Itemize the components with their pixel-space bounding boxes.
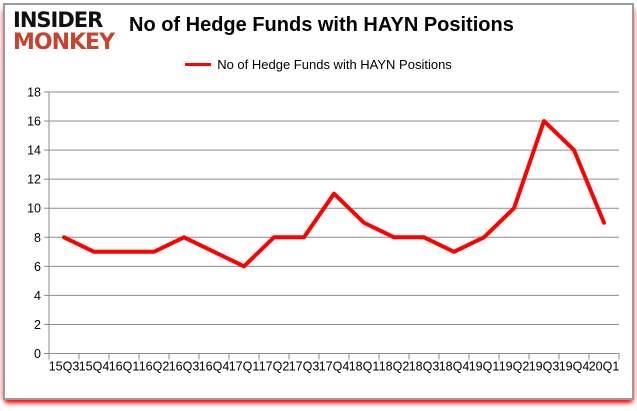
x-tick-label: 18Q4 — [439, 360, 470, 374]
logo-insider-text: INSIDER — [13, 8, 103, 32]
y-tick-label: 18 — [27, 86, 41, 100]
y-tick-label: 12 — [27, 173, 41, 187]
x-tick-label: 15Q4 — [79, 360, 110, 374]
legend-label: No of Hedge Funds with HAYN Positions — [217, 57, 452, 72]
x-tick-label: 16Q1 — [109, 360, 140, 374]
chart-card: INSIDER MONKEY No of Hedge Funds with HA… — [3, 3, 634, 400]
y-tick-label: 0 — [34, 347, 41, 361]
y-tick-label: 6 — [34, 260, 41, 274]
x-tick-label: 18Q1 — [349, 360, 380, 374]
legend: No of Hedge Funds with HAYN Positions — [5, 57, 632, 72]
legend-line-swatch — [185, 63, 212, 66]
x-tick-label: 17Q1 — [229, 360, 260, 374]
x-tick-label: 17Q2 — [259, 360, 290, 374]
y-tick-label: 8 — [34, 231, 41, 245]
y-tick-label: 2 — [34, 318, 41, 332]
x-tick-label: 19Q4 — [559, 360, 590, 374]
x-tick-label: 18Q3 — [409, 360, 440, 374]
y-tick-label: 16 — [27, 115, 41, 129]
x-tick-label: 16Q4 — [199, 360, 230, 374]
series-line — [62, 119, 606, 269]
x-tick-label: 17Q4 — [319, 360, 350, 374]
insider-monkey-logo: INSIDER MONKEY — [13, 8, 115, 55]
x-tick-label: 18Q2 — [379, 360, 410, 374]
x-tick-label: 17Q3 — [289, 360, 320, 374]
x-tick-label: 16Q3 — [169, 360, 200, 374]
y-tick-label: 10 — [27, 202, 41, 216]
x-tick-label: 20Q1 — [589, 360, 620, 374]
x-tick-label: 19Q1 — [469, 360, 500, 374]
x-tick-label: 15Q3 — [49, 360, 80, 374]
chart-title: No of Hedge Funds with HAYN Positions — [129, 14, 514, 36]
y-tick-label: 4 — [34, 289, 41, 303]
x-tick-label: 19Q3 — [529, 360, 560, 374]
logo-monkey-text: MONKEY — [13, 30, 115, 55]
y-tick-label: 14 — [27, 144, 41, 158]
x-tick-label: 19Q2 — [499, 360, 530, 374]
x-tick-label: 16Q2 — [139, 360, 170, 374]
